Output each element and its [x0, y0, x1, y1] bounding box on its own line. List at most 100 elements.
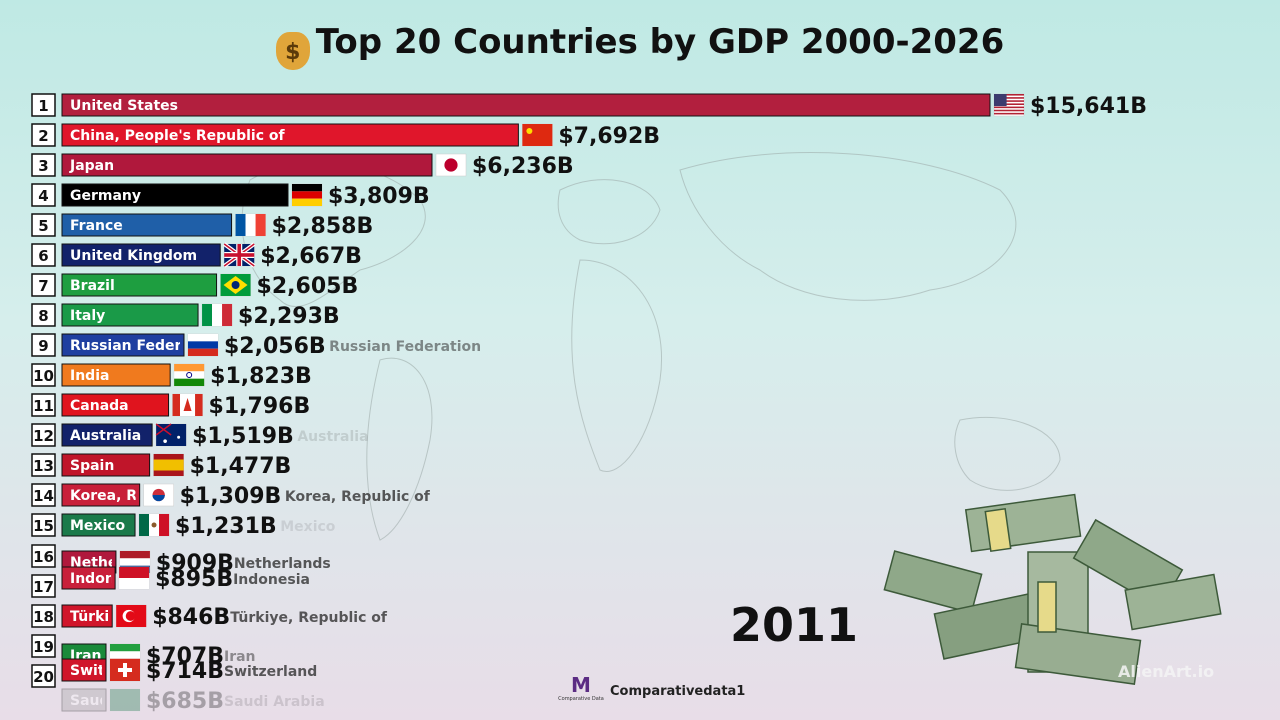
flag-part [174, 371, 205, 379]
rank-box-frame [31, 333, 56, 357]
rank-box: 7 [31, 273, 56, 297]
rank-number: 15 [33, 517, 54, 535]
bar-label: Korea, Republic of [70, 488, 216, 504]
rank-box-frame [31, 544, 56, 568]
bar-label: China, People's Republic of [70, 128, 286, 144]
world-map-background [241, 152, 1061, 541]
flag-part [522, 124, 553, 146]
value-label: $2,056B [224, 334, 326, 359]
value-label: $1,519B [192, 424, 294, 449]
bar [61, 123, 519, 147]
money-stack-image [883, 493, 1222, 685]
bar [61, 688, 107, 712]
rank-box: 9 [31, 333, 56, 357]
flag-part [994, 94, 1007, 107]
flag-part [291, 198, 322, 206]
uk-flag-icon [223, 242, 256, 268]
bar [61, 93, 991, 117]
flag-part [139, 514, 150, 536]
rank-box-frame [31, 303, 56, 327]
flag-part [186, 372, 193, 378]
value-label: $1,309B [180, 484, 282, 509]
bar-group: Russian Federation $2,056B Russian Federat… [61, 333, 481, 359]
rank-box-frame [31, 574, 56, 598]
bar-group: United Kingdom $2,667B [61, 242, 362, 269]
rank-number: 19 [33, 638, 54, 656]
rank-box-frame [31, 183, 56, 207]
value-label: $895B [155, 567, 233, 592]
bar-group: Italy $2,293B [61, 303, 340, 329]
bar-label: Japan [69, 158, 114, 174]
rank-box-frame [31, 123, 56, 147]
rank-box-frame [31, 153, 56, 177]
bar-label: Canada [70, 398, 129, 414]
rank-box-frame [31, 513, 56, 537]
rank-number: 5 [38, 217, 48, 235]
flag-part [174, 364, 205, 372]
rank-box-frame [31, 453, 56, 477]
bar-group: Japan $6,236B [61, 153, 574, 179]
flag-part [159, 514, 170, 536]
flag-part [119, 567, 150, 578]
rank-number: 4 [38, 187, 48, 205]
value-label: $909B [156, 551, 234, 576]
flag-part [994, 100, 1024, 102]
spain-flag-icon [153, 453, 184, 477]
rank-box-frame [31, 93, 56, 117]
money-bag-icon: $ [275, 32, 310, 70]
switzerland-flag-icon [109, 658, 141, 682]
rank-number: 9 [38, 337, 48, 355]
side-country-label: Netherlands [234, 556, 331, 572]
rank-box: 13 [31, 453, 56, 477]
side-country-label: Iran [224, 649, 256, 665]
flag-part [235, 214, 246, 236]
bar-label: Australia [70, 428, 141, 444]
bar [61, 183, 289, 207]
bar-group: Brazil $2,605B [61, 273, 359, 299]
value-label: $2,667B [260, 244, 362, 269]
rank-box-frame [31, 423, 56, 447]
side-country-label: Korea, Republic of [285, 489, 431, 505]
bar [61, 483, 141, 507]
rank-number: 18 [33, 608, 54, 626]
bar-label: Switzerland [70, 663, 163, 679]
bar-label: Türkiye, Republic of [70, 609, 228, 625]
rank-number: 1 [38, 97, 48, 115]
rank-number: 12 [33, 427, 54, 445]
flag-part [187, 394, 196, 416]
bar [61, 423, 153, 447]
bar [61, 513, 136, 537]
bar [61, 243, 221, 267]
flag-part [119, 558, 150, 566]
rank-box: 10 [31, 363, 56, 387]
value-label: $1,823B [210, 364, 312, 389]
bar-label: Indonesia [70, 571, 147, 587]
value-label: $7,692B [558, 124, 660, 149]
side-country-label: Saudi Arabia [224, 694, 325, 710]
value-label: $2,605B [257, 274, 359, 299]
rank-box-frame [31, 393, 56, 417]
rank-box-frame [31, 604, 56, 628]
year-label: 2011 [730, 598, 859, 652]
flag-part [212, 304, 223, 326]
flag-part [110, 651, 140, 659]
flag-part [110, 689, 140, 711]
rank-number: 20 [33, 668, 54, 686]
bar-group: Mexico $1,231B Mexico [61, 513, 336, 539]
bar-label: Mexico [70, 518, 126, 534]
rank-number: 2 [38, 127, 48, 145]
rank-box: 20 [31, 664, 56, 688]
rank-box: 16 [31, 544, 56, 568]
rank-number: 8 [38, 307, 48, 325]
flag-part [222, 304, 233, 326]
rank-box-frame [31, 273, 56, 297]
flag-part [172, 394, 181, 416]
flag-part [187, 348, 218, 356]
bar [61, 213, 233, 237]
rank-box-frame [31, 664, 56, 688]
rank-box: 5 [31, 213, 56, 237]
flag-part [163, 439, 167, 443]
value-label: $707B [146, 644, 224, 669]
value-label: $1,796B [209, 394, 311, 419]
side-country-label: Türkiye, Republic of [230, 610, 388, 626]
